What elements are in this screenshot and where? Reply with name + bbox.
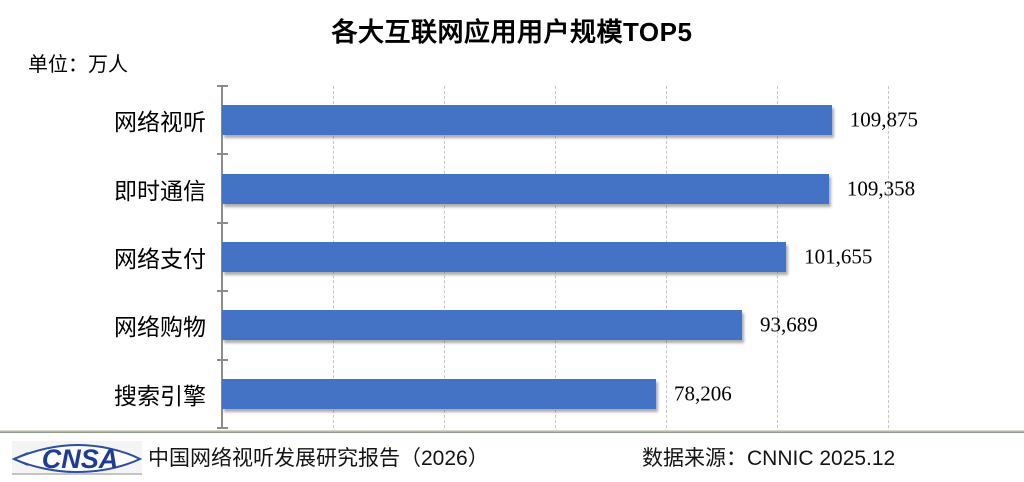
axis-tick (217, 153, 228, 156)
gridline (888, 86, 889, 428)
value-label: 78,206 (674, 381, 732, 406)
value-label: 93,689 (759, 312, 818, 337)
unit-label: 单位：万人 (28, 54, 128, 76)
footer-data-source: 数据来源：CNNIC 2025.12 (642, 447, 896, 470)
axis-tick (217, 85, 228, 87)
axis-tick (217, 358, 228, 361)
value-label: 101,655 (804, 244, 873, 269)
axis-tick (217, 290, 228, 293)
cnsa-logo: CNSA (11, 441, 143, 475)
plot-area: 网络视听 109,875 即时通信 109,358 网络支付 101,655 网… (114, 85, 918, 429)
value-label: 109,358 (846, 176, 916, 201)
cnsa-logo-icon: CNSA (11, 443, 143, 474)
footer-separator-line (0, 430, 1024, 433)
axis-tick (217, 221, 228, 224)
cnsa-logo-text: CNSA (42, 444, 119, 474)
bar (222, 310, 742, 341)
chart-title: 各大互联网应用用户规模TOP5 (331, 17, 693, 47)
bar (222, 173, 829, 204)
axis-tick (217, 427, 228, 429)
category-label: 网络支付 (114, 246, 206, 272)
bar-row: 搜索引擎 78,206 (114, 360, 888, 428)
bar-row: 即时通信 109,358 (114, 154, 915, 222)
category-label: 网络视听 (114, 110, 206, 136)
bar (222, 105, 832, 136)
footer-report-title: 中国网络视听发展研究报告（2026） (148, 447, 489, 470)
category-label: 即时通信 (114, 178, 206, 204)
bar (222, 378, 657, 409)
category-label: 搜索引擎 (114, 383, 206, 409)
value-label: 109,875 (849, 107, 919, 132)
bar-row: 网络支付 101,655 (114, 223, 888, 291)
bar (222, 241, 787, 272)
category-label: 网络购物 (114, 315, 206, 341)
bar-row: 网络视听 109,875 (114, 86, 918, 154)
bar-row: 网络购物 93,689 (114, 291, 888, 359)
